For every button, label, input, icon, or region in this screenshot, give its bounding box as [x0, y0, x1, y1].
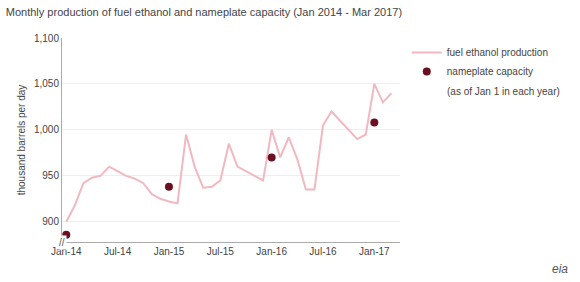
svg-text:thousand barrels per day: thousand barrels per day [16, 85, 27, 196]
svg-text:Jan-14: Jan-14 [51, 246, 82, 257]
svg-text:eia: eia [552, 262, 568, 276]
svg-text:1,050: 1,050 [34, 78, 59, 89]
svg-text:950: 950 [42, 170, 59, 181]
svg-text:Jul-14: Jul-14 [104, 246, 132, 257]
svg-text:Monthly production of fuel eth: Monthly production of fuel ethanol and n… [6, 6, 402, 18]
svg-text:Jan-17: Jan-17 [359, 246, 390, 257]
svg-text:nameplate capacity: nameplate capacity [447, 66, 533, 77]
svg-text:1,100: 1,100 [34, 33, 59, 44]
svg-text:Jan-15: Jan-15 [154, 246, 185, 257]
svg-text:900: 900 [42, 216, 59, 227]
svg-text:Jan-16: Jan-16 [256, 246, 287, 257]
svg-text://: // [59, 237, 65, 248]
svg-text:Jul-16: Jul-16 [309, 246, 337, 257]
svg-text:(as of Jan 1 in each year): (as of Jan 1 in each year) [447, 86, 560, 97]
svg-text:1,000: 1,000 [34, 124, 59, 135]
svg-text:Jul-15: Jul-15 [207, 246, 235, 257]
svg-text:fuel ethanol production: fuel ethanol production [447, 47, 548, 58]
